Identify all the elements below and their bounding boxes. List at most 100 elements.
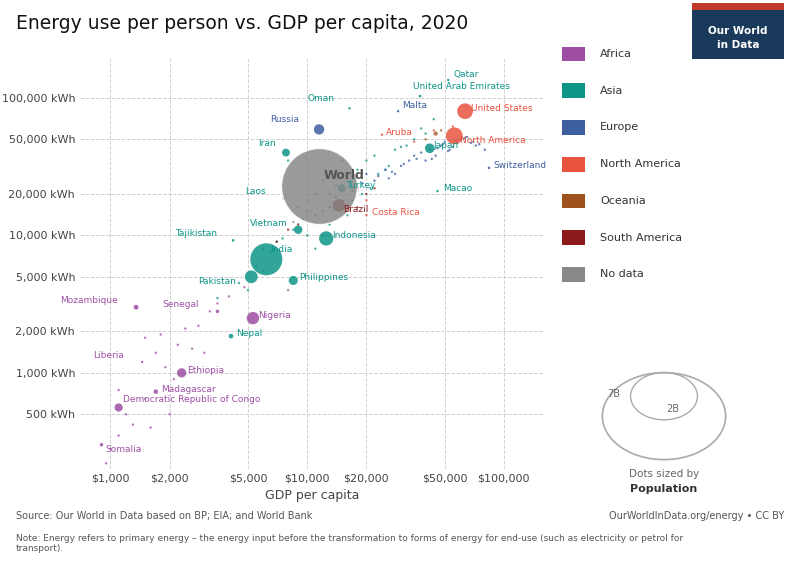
Point — [398, 159, 410, 168]
Text: Pakistan: Pakistan — [198, 277, 236, 286]
Point — [292, 203, 305, 212]
Point — [270, 237, 283, 246]
Text: Iran: Iran — [258, 138, 276, 147]
Point — [414, 148, 427, 157]
Point — [316, 207, 329, 216]
Text: Vietnam: Vietnam — [250, 219, 287, 228]
Bar — [562, 157, 585, 172]
Point — [394, 162, 407, 171]
Point — [330, 193, 342, 202]
Text: Ethiopia: Ethiopia — [187, 366, 224, 375]
Point — [408, 137, 421, 146]
Text: North America: North America — [460, 136, 526, 145]
Point — [400, 141, 413, 150]
Point — [360, 195, 373, 205]
Point — [238, 282, 251, 292]
Text: Aruba: Aruba — [386, 128, 413, 137]
Point — [330, 181, 342, 190]
Point — [414, 92, 426, 101]
Point — [335, 184, 348, 193]
Point — [402, 156, 415, 165]
Text: United Arab Emirates: United Arab Emirates — [413, 82, 510, 91]
Point — [442, 76, 454, 85]
Point — [186, 344, 198, 353]
Point — [301, 195, 314, 205]
Bar — [562, 267, 585, 282]
Point — [346, 195, 359, 205]
Text: Oman: Oman — [308, 94, 335, 103]
Point — [431, 186, 444, 195]
Point — [257, 244, 270, 253]
Point — [410, 154, 423, 163]
Point — [175, 368, 188, 377]
Point — [233, 279, 246, 288]
Bar — [562, 120, 585, 135]
Point — [163, 410, 176, 419]
Point — [335, 195, 348, 205]
Point — [282, 285, 294, 294]
Point — [341, 203, 354, 212]
Point — [355, 189, 368, 198]
Point — [323, 203, 336, 212]
Point — [104, 444, 117, 453]
Point — [351, 203, 364, 212]
Point — [335, 156, 348, 165]
Point — [330, 170, 342, 179]
Point — [138, 333, 151, 342]
Point — [323, 189, 336, 198]
Point — [346, 186, 359, 195]
Point — [333, 201, 346, 210]
Point — [211, 294, 224, 303]
Point — [438, 137, 451, 146]
Point — [316, 176, 329, 185]
Point — [330, 193, 342, 202]
Point — [301, 231, 314, 240]
Text: 7B: 7B — [608, 389, 621, 399]
Point — [408, 151, 421, 160]
Point — [225, 332, 238, 341]
Text: Mozambique: Mozambique — [60, 296, 118, 305]
Text: Japan: Japan — [434, 141, 459, 150]
Text: Brazil: Brazil — [343, 206, 369, 214]
Point — [360, 156, 373, 165]
Point — [95, 440, 108, 449]
Point — [426, 154, 438, 163]
Point — [364, 184, 377, 193]
Point — [386, 167, 398, 176]
Point — [467, 137, 480, 146]
Point — [368, 184, 381, 193]
Text: 2B: 2B — [666, 405, 679, 414]
Point — [351, 184, 364, 193]
Point — [461, 132, 474, 141]
Text: No data: No data — [600, 270, 644, 279]
Point — [250, 262, 262, 271]
Bar — [562, 194, 585, 208]
Point — [287, 276, 300, 285]
Point — [260, 255, 273, 264]
Point — [343, 104, 356, 113]
Point — [414, 124, 427, 133]
Point — [458, 133, 470, 142]
Point — [292, 220, 305, 229]
Point — [446, 142, 459, 151]
Point — [112, 403, 125, 412]
Point — [430, 129, 442, 138]
Point — [389, 145, 402, 154]
Text: Dots sized by: Dots sized by — [629, 469, 699, 479]
Point — [198, 348, 210, 357]
Text: Russia: Russia — [270, 115, 299, 124]
Point — [434, 141, 447, 150]
Text: South America: South America — [600, 233, 682, 242]
Point — [150, 387, 162, 396]
Text: Liberia: Liberia — [94, 351, 125, 360]
Point — [382, 162, 395, 171]
Point — [257, 267, 270, 276]
Text: Our World
in Data: Our World in Data — [708, 27, 768, 50]
Point — [301, 207, 314, 216]
Point — [360, 211, 373, 220]
Point — [323, 220, 336, 229]
Point — [246, 314, 259, 323]
Point — [150, 348, 162, 357]
Point — [351, 184, 364, 193]
Point — [211, 307, 224, 316]
